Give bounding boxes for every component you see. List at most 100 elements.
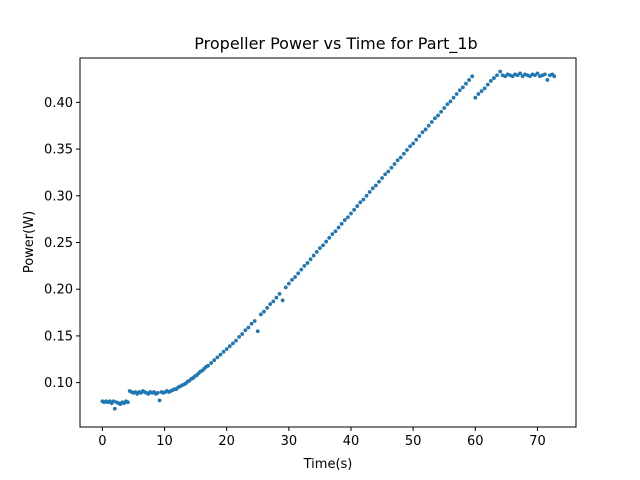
data-point	[380, 176, 384, 180]
data-point	[448, 99, 453, 104]
data-point	[364, 193, 369, 198]
data-point	[249, 321, 254, 326]
data-point	[336, 225, 341, 230]
data-point	[395, 158, 400, 163]
data-point	[370, 186, 375, 191]
data-point	[293, 275, 297, 279]
data-point	[255, 329, 260, 334]
x-tick-label: 0	[98, 434, 106, 449]
data-point	[243, 328, 248, 333]
data-point	[290, 277, 294, 282]
data-point	[439, 109, 444, 114]
x-tick-label: 50	[405, 434, 422, 449]
data-point	[209, 361, 214, 365]
y-tick-label: 0.20	[44, 283, 73, 298]
data-point	[268, 302, 273, 307]
y-tick-label: 0.40	[44, 96, 73, 111]
data-point	[492, 76, 496, 80]
data-point	[420, 130, 425, 135]
data-point	[286, 281, 291, 286]
data-point	[125, 400, 130, 405]
data-point	[352, 207, 357, 212]
data-point	[414, 137, 419, 142]
data-point	[314, 249, 319, 254]
x-tick-label: 60	[467, 434, 484, 449]
data-point	[442, 106, 447, 110]
data-point	[389, 165, 394, 170]
y-axis-label: Power(W)	[22, 211, 37, 273]
data-point	[277, 291, 282, 296]
y-tick-label: 0.10	[44, 376, 73, 391]
data-point	[296, 271, 301, 276]
data-point	[305, 261, 310, 265]
data-point	[265, 305, 269, 310]
data-point	[392, 162, 397, 166]
data-point	[377, 179, 381, 184]
x-axis-label: Time(s)	[303, 457, 353, 472]
data-point	[112, 406, 117, 411]
data-point	[423, 127, 428, 132]
data-point	[361, 197, 366, 202]
data-point	[318, 246, 322, 251]
data-point	[271, 299, 276, 304]
data-point	[518, 71, 522, 76]
data-point	[299, 267, 304, 272]
data-point	[206, 363, 210, 368]
chart-title: Propeller Power vs Time for Part_1b	[194, 34, 477, 54]
data-point	[535, 71, 540, 76]
data-point	[231, 341, 235, 346]
y-tick-label: 0.35	[44, 143, 73, 158]
scatter-points	[100, 69, 557, 411]
data-point	[215, 355, 220, 360]
data-point	[155, 391, 160, 395]
data-point	[330, 232, 335, 236]
data-point	[479, 89, 484, 94]
data-point	[157, 398, 162, 403]
data-point	[408, 144, 412, 149]
data-point	[498, 69, 503, 74]
data-point	[246, 325, 251, 330]
data-point	[224, 347, 229, 351]
data-point	[401, 151, 406, 156]
data-point	[111, 399, 116, 404]
data-point	[495, 73, 499, 78]
data-point	[473, 95, 478, 100]
data-point	[426, 123, 431, 128]
data-point	[333, 229, 338, 234]
data-point	[218, 352, 223, 357]
data-point	[358, 200, 363, 205]
x-axis-ticks: 0 10 20 30 40 50 60 70	[98, 427, 546, 449]
data-point	[280, 298, 285, 303]
x-tick-label: 10	[156, 434, 173, 449]
data-point	[262, 309, 266, 314]
data-point	[383, 172, 388, 177]
y-tick-label: 0.15	[44, 329, 73, 344]
data-point	[476, 92, 481, 96]
data-point	[543, 72, 547, 77]
x-tick-label: 70	[529, 434, 546, 449]
data-point	[355, 204, 360, 208]
data-point	[321, 243, 325, 248]
data-point	[258, 312, 263, 317]
data-point	[212, 358, 217, 363]
data-point	[436, 113, 440, 118]
y-axis-ticks: 0.10 0.15 0.20 0.25 0.30 0.35 0.40	[44, 96, 80, 391]
data-point	[237, 334, 242, 339]
data-point	[445, 102, 450, 107]
data-point	[274, 295, 279, 300]
x-tick-label: 40	[343, 434, 360, 449]
data-point	[302, 263, 307, 268]
data-point	[470, 74, 475, 79]
data-point	[457, 88, 462, 93]
data-point	[240, 332, 245, 336]
data-point	[485, 82, 490, 87]
data-point	[345, 215, 350, 220]
data-point	[339, 221, 344, 226]
data-point	[417, 134, 422, 138]
y-tick-label: 0.30	[44, 189, 73, 204]
data-point	[482, 86, 487, 91]
data-point	[234, 338, 238, 343]
data-point	[429, 120, 434, 124]
data-point	[552, 74, 557, 79]
